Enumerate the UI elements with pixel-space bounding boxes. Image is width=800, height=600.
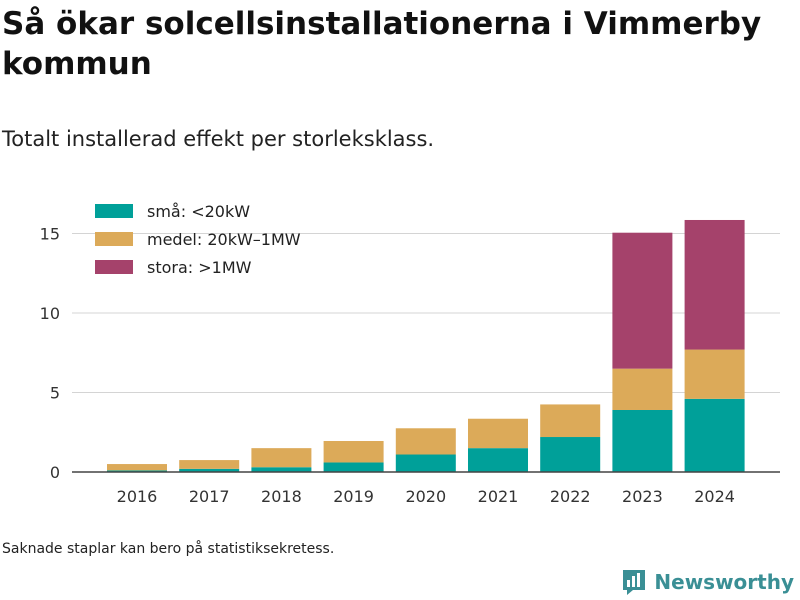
legend-swatch bbox=[95, 204, 133, 218]
x-tick-label: 2016 bbox=[117, 487, 158, 506]
bar-segment bbox=[251, 448, 312, 468]
chart-subtitle: Totalt installerad effekt per storlekskl… bbox=[2, 127, 435, 151]
x-tick-label: 2018 bbox=[261, 487, 302, 506]
chart-title: Så ökar solcellsinstallationerna i Vimme… bbox=[2, 6, 762, 82]
bar-segment bbox=[540, 404, 601, 438]
bar-segment bbox=[684, 398, 745, 472]
bar-segment bbox=[468, 448, 528, 472]
bar-segment bbox=[107, 470, 167, 472]
x-tick-label: 2020 bbox=[405, 487, 446, 506]
bar-segment bbox=[323, 440, 384, 463]
x-tick-label: 2017 bbox=[189, 487, 230, 506]
legend-swatch bbox=[95, 232, 133, 246]
bar-segment bbox=[612, 368, 673, 410]
bar-segment bbox=[107, 464, 167, 471]
y-tick-label: 10 bbox=[40, 304, 60, 323]
y-tick-label: 5 bbox=[50, 384, 60, 403]
y-tick-label: 15 bbox=[40, 225, 60, 244]
x-tick-label: 2024 bbox=[694, 487, 735, 506]
legend-swatch bbox=[95, 260, 133, 274]
bar-segment bbox=[323, 462, 384, 472]
bar-segment bbox=[684, 219, 745, 350]
bar-segment bbox=[395, 428, 456, 455]
legend-label: medel: 20kW–1MW bbox=[147, 230, 301, 249]
bar-segment bbox=[468, 418, 528, 449]
x-tick-label: 2023 bbox=[622, 487, 663, 506]
legend-label: små: <20kW bbox=[147, 202, 250, 221]
x-tick-label: 2022 bbox=[550, 487, 591, 506]
stacked-bar-chart: 0 5 10 15 2016 2017 2018 2019 2020 2021 2022 2023 20… bbox=[40, 202, 780, 506]
bar-segment bbox=[612, 409, 673, 472]
legend-label: stora: >1MW bbox=[147, 258, 252, 277]
bar-segment bbox=[395, 454, 456, 472]
x-tick-label: 2019 bbox=[333, 487, 374, 506]
bar-segment bbox=[540, 437, 601, 472]
x-tick-label: 2021 bbox=[478, 487, 519, 506]
footnote: Saknade staplar kan bero på statistiksek… bbox=[2, 541, 335, 557]
bar-segment bbox=[179, 468, 240, 472]
bar-segment bbox=[251, 467, 312, 472]
newsworthy-logo-icon bbox=[623, 570, 646, 595]
brand-logo: Newsworthy bbox=[621, 568, 794, 596]
bar-segment bbox=[684, 349, 745, 399]
brand-name: Newsworthy bbox=[654, 570, 794, 594]
bar-segment bbox=[612, 232, 673, 369]
bar-segment bbox=[179, 460, 240, 469]
y-tick-label: 0 bbox=[50, 463, 60, 482]
